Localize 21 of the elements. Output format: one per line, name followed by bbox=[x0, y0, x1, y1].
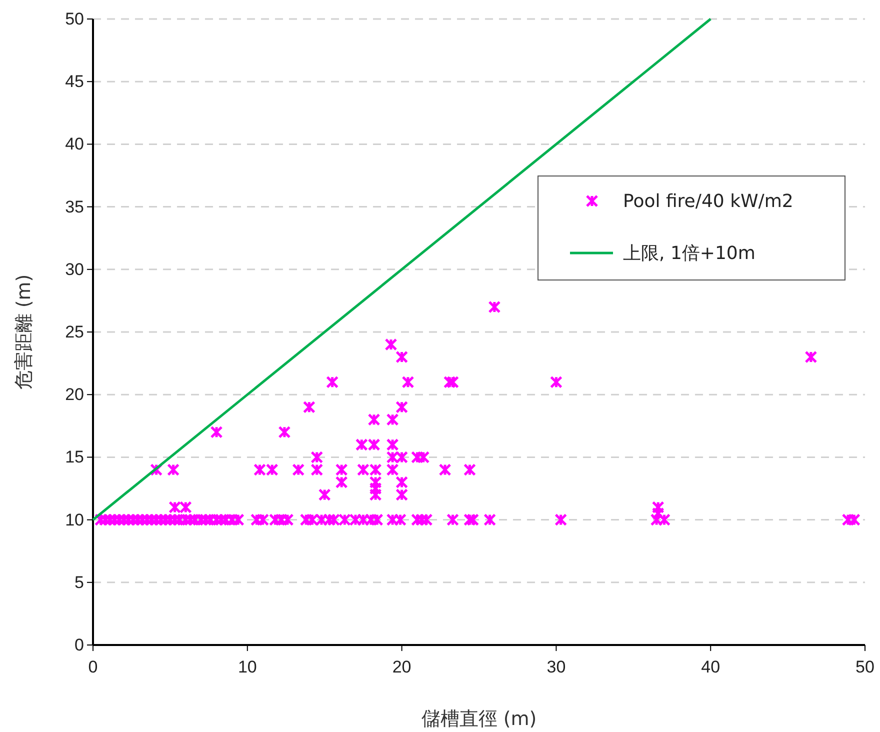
y-tick-label: 10 bbox=[65, 510, 84, 530]
y-tick-label: 50 bbox=[65, 9, 84, 28]
x-tick-label: 10 bbox=[238, 658, 257, 677]
x-tick-label: 20 bbox=[392, 658, 412, 677]
y-axis-title: 危害距離 (m) bbox=[13, 274, 35, 390]
y-tick-label: 5 bbox=[74, 572, 84, 592]
x-tick-label: 30 bbox=[546, 658, 566, 677]
x-axis-title: 儲槽直徑 (m) bbox=[421, 708, 537, 730]
y-tick-label: 35 bbox=[65, 197, 84, 216]
y-tick-label: 45 bbox=[65, 72, 84, 92]
x-tick-label: 40 bbox=[701, 658, 720, 677]
y-tick-label: 20 bbox=[65, 385, 84, 404]
y-tick-label: 15 bbox=[65, 448, 84, 467]
y-tick-label: 30 bbox=[65, 260, 84, 279]
y-tick-label: 0 bbox=[74, 635, 84, 654]
y-tick-label: 25 bbox=[65, 322, 84, 342]
x-tick-label: 0 bbox=[88, 658, 98, 677]
y-tick-label: 40 bbox=[65, 134, 84, 154]
x-tick-label: 50 bbox=[856, 658, 874, 677]
legend-label: 上限, 1倍+10m bbox=[623, 243, 756, 264]
legend-label: Pool fire/40 kW/m2 bbox=[623, 191, 794, 212]
